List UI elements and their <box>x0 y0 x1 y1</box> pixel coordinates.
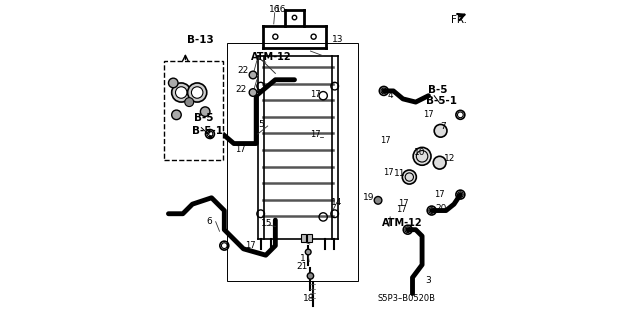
Text: 4: 4 <box>387 91 393 100</box>
Text: 2: 2 <box>300 236 306 245</box>
Text: S5P3–B0520B: S5P3–B0520B <box>377 294 435 303</box>
Text: 22: 22 <box>237 66 248 75</box>
FancyBboxPatch shape <box>301 234 306 242</box>
Text: B-13: B-13 <box>187 35 214 45</box>
Text: 6: 6 <box>207 217 212 226</box>
Circle shape <box>249 89 257 96</box>
Text: 20: 20 <box>435 204 447 213</box>
Text: 14: 14 <box>331 198 342 207</box>
Text: 21: 21 <box>296 262 308 271</box>
Text: B-5: B-5 <box>194 113 214 123</box>
Circle shape <box>168 78 178 88</box>
Text: B-5-1: B-5-1 <box>192 126 223 136</box>
Circle shape <box>175 87 187 98</box>
Circle shape <box>200 107 210 116</box>
Circle shape <box>403 170 417 184</box>
Circle shape <box>172 83 191 102</box>
Circle shape <box>413 147 431 165</box>
Text: B-5-1: B-5-1 <box>426 96 457 107</box>
Text: 5: 5 <box>258 120 264 129</box>
Circle shape <box>172 110 181 120</box>
Text: 17: 17 <box>246 241 256 250</box>
Text: 13: 13 <box>332 35 344 44</box>
Text: B-5: B-5 <box>428 85 448 95</box>
Circle shape <box>433 156 446 169</box>
Text: 7: 7 <box>440 122 446 130</box>
Text: 10: 10 <box>414 148 425 157</box>
Circle shape <box>434 124 447 137</box>
Circle shape <box>188 83 207 102</box>
Text: 15: 15 <box>261 219 273 228</box>
Text: 17: 17 <box>435 190 445 199</box>
Text: 22: 22 <box>236 85 247 94</box>
Text: 16: 16 <box>275 5 286 14</box>
Text: 3: 3 <box>426 276 431 285</box>
Text: 17: 17 <box>383 168 394 177</box>
Text: 17: 17 <box>310 90 321 99</box>
Circle shape <box>191 87 203 98</box>
Text: 11: 11 <box>394 169 406 178</box>
Circle shape <box>307 273 314 279</box>
Text: ATM-12: ATM-12 <box>382 218 423 228</box>
FancyBboxPatch shape <box>164 61 223 160</box>
Text: 18: 18 <box>303 294 315 303</box>
Text: 17: 17 <box>236 145 246 154</box>
Circle shape <box>185 98 194 107</box>
Circle shape <box>305 249 311 255</box>
Text: 16: 16 <box>269 5 280 14</box>
Text: 1: 1 <box>300 254 306 263</box>
Text: 17: 17 <box>398 199 409 208</box>
Text: 17: 17 <box>396 205 407 214</box>
Circle shape <box>249 71 257 79</box>
Text: 12: 12 <box>444 154 455 163</box>
Circle shape <box>209 136 212 138</box>
Text: 19: 19 <box>364 193 375 202</box>
Text: 17: 17 <box>380 136 391 145</box>
Text: ATM-12: ATM-12 <box>251 52 291 62</box>
Circle shape <box>374 197 382 204</box>
Text: 17: 17 <box>422 110 433 119</box>
FancyBboxPatch shape <box>307 234 312 242</box>
Text: 17: 17 <box>310 130 321 139</box>
Text: FR.: FR. <box>451 15 467 25</box>
